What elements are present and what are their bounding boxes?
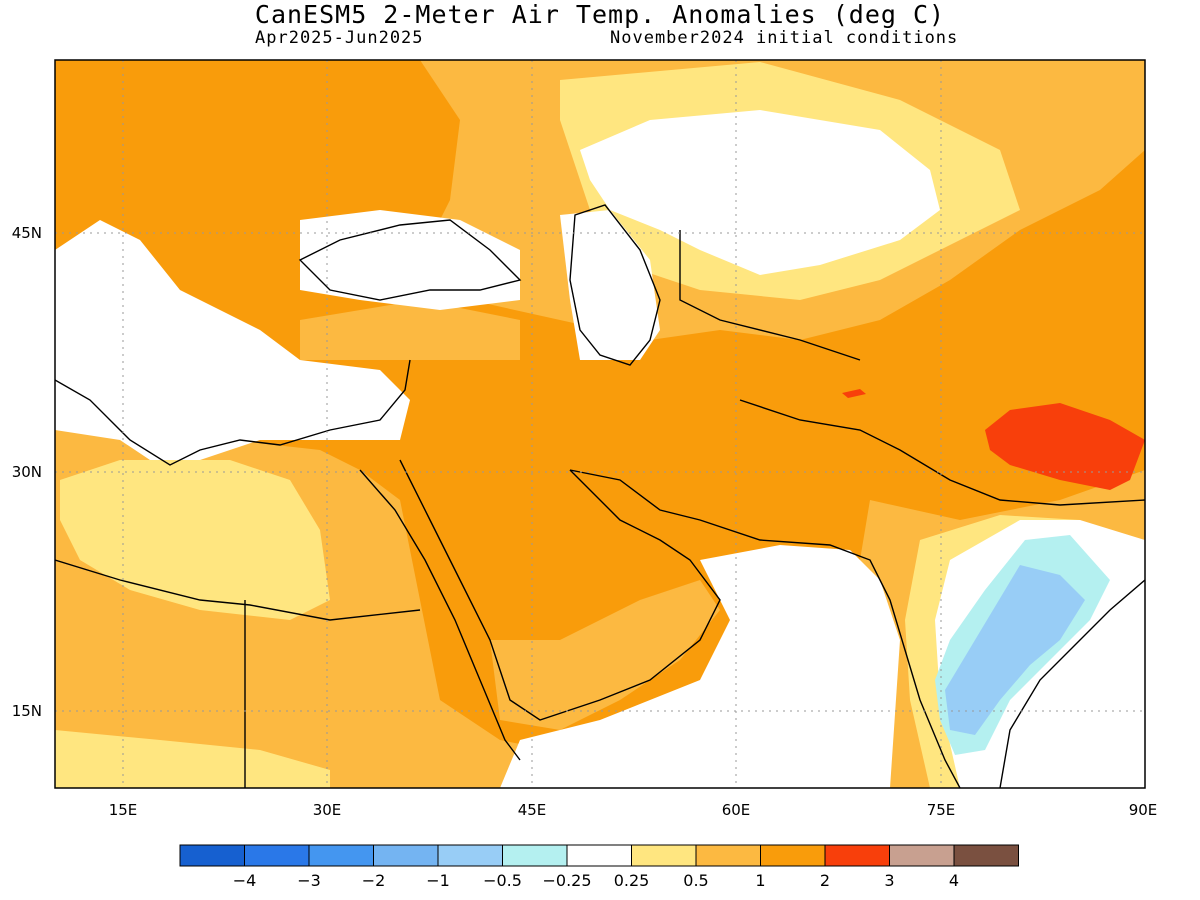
africa-border-line	[55, 559, 421, 621]
grid-lines	[55, 60, 1145, 788]
band-05-to-1-yemen	[490, 580, 720, 730]
colorbar-swatch	[308, 844, 374, 867]
colorbar-label: 0.25	[614, 871, 650, 890]
lon-tick-30e: 30E	[313, 801, 342, 819]
red-sea-west-coast	[359, 469, 521, 761]
south-asia-border	[739, 399, 1145, 506]
colorbar-swatch	[889, 844, 955, 867]
map-title: CanESM5 2-Meter Air Temp. Anomalies (deg…	[254, 0, 946, 29]
band-near-normal-central-asia	[580, 110, 940, 275]
lat-tick-30n: 30N	[12, 463, 42, 481]
lat-tick-labels: 15N 30N 45N	[12, 224, 42, 720]
colorbar-label: −2	[362, 871, 386, 890]
iran-india-coast	[569, 469, 961, 788]
colorbar-label: 3	[884, 871, 894, 890]
forecast-period: Apr2025-Jun2025	[255, 28, 424, 48]
colorbar-swatch	[695, 844, 761, 867]
lon-tick-75e: 75E	[927, 801, 956, 819]
lon-tick-60e: 60E	[722, 801, 751, 819]
band-025-to-05-sudan	[55, 730, 330, 788]
lat-tick-45n: 45N	[12, 224, 42, 242]
colorbar-label: −4	[233, 871, 257, 890]
colorbar-swatch	[437, 844, 503, 867]
band-near-normal-med	[55, 220, 410, 460]
colorbar-swatch	[502, 844, 568, 867]
caspian-coast	[569, 204, 661, 366]
colorbar-label: −0.25	[542, 871, 591, 890]
lat-tick-15n: 15N	[12, 702, 42, 720]
colorbar-swatch	[244, 844, 310, 867]
colorbar-swatch	[824, 844, 890, 867]
band-025-to-05-sahara	[60, 460, 330, 620]
coastlines	[55, 204, 1145, 788]
lon-tick-45e: 45E	[518, 801, 547, 819]
colorbar-label: −1	[426, 871, 450, 890]
kazakh-border	[679, 230, 861, 361]
colorbar-swatch	[179, 844, 245, 867]
lon-tick-labels: 15E 30E 45E 60E 75E 90E	[109, 801, 1158, 819]
colorbar-swatch	[953, 844, 1019, 867]
colorbar-swatch	[566, 844, 632, 867]
band-2-to-3-himalaya	[985, 403, 1145, 490]
colorbar-label: 0.5	[683, 871, 708, 890]
colorbar-label: 4	[949, 871, 959, 890]
band-near-normal-blacksea	[300, 210, 520, 310]
band-minus-05-to-1	[945, 565, 1085, 735]
colorbar-swatch	[631, 844, 697, 867]
north-africa-coast	[55, 359, 411, 466]
black-sea-coast	[298, 219, 522, 301]
lon-tick-90e: 90E	[1129, 801, 1158, 819]
arabia-coast	[399, 459, 721, 721]
lon-tick-15e: 15E	[109, 801, 138, 819]
map-frame	[54, 59, 1146, 789]
colorbar-label: 2	[820, 871, 830, 890]
colorbar-label: −3	[297, 871, 321, 890]
colorbar-label: −0.5	[483, 871, 522, 890]
india-east-coast	[999, 579, 1145, 788]
band-05-to-1-turkey	[300, 300, 520, 360]
colorbar-label: 1	[755, 871, 765, 890]
initial-conditions: November2024 initial conditions	[610, 28, 959, 48]
band-2-to-3-afghanistan	[842, 389, 866, 398]
anomaly-field	[55, 60, 1145, 788]
band-near-normal-arabian-sea	[500, 545, 900, 788]
colorbar: −4 −3 −2 −1 −0.5 −0.25 0.25 0.5 1 2 3 4	[179, 844, 1019, 890]
colorbar-swatch	[373, 844, 439, 867]
band-near-normal-caspian	[560, 210, 660, 360]
colorbar-swatch	[760, 844, 826, 867]
